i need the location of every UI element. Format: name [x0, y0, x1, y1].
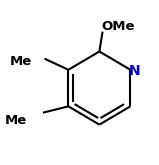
Text: Me: Me — [5, 114, 27, 127]
Text: Me: Me — [10, 55, 32, 68]
Text: N: N — [128, 64, 140, 78]
Text: OMe: OMe — [102, 20, 135, 33]
